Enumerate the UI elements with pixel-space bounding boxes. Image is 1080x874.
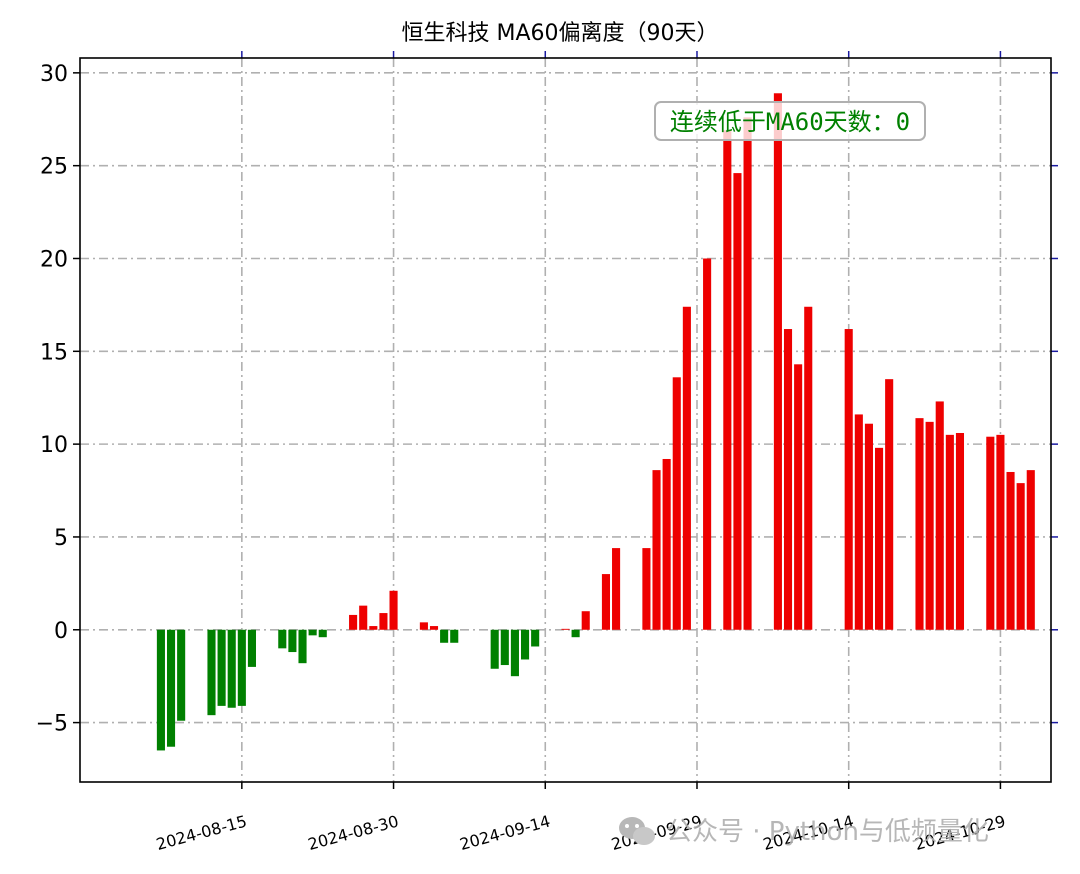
bar-2024-09-24 (642, 548, 651, 630)
bar-2024-08-09 (177, 629, 186, 721)
bar-2024-10-28 (986, 436, 995, 630)
bar-2024-09-05 (450, 629, 459, 643)
annotation-group: 连续低于MA60天数：0 (654, 101, 926, 141)
streak-annotation: 连续低于MA60天数：0 (670, 108, 910, 136)
bar-2024-09-10 (500, 629, 509, 666)
bar-2024-08-21 (298, 629, 307, 664)
bar-2024-09-26 (662, 458, 671, 630)
bar-2024-09-09 (490, 629, 499, 669)
bar-2024-09-16 (561, 628, 570, 630)
bar-2024-09-20 (601, 574, 611, 630)
bar-2024-10-07 (773, 93, 782, 630)
bar-2024-10-22 (925, 421, 934, 630)
bar-2024-10-17 (875, 447, 884, 630)
bar-2024-08-26 (349, 614, 358, 630)
bar-2024-08-27 (359, 605, 368, 630)
y-tick-label: 0 (54, 619, 68, 644)
bar-2024-10-31 (1016, 483, 1025, 630)
bar-2024-08-15 (237, 629, 246, 706)
bar-2024-08-14 (227, 629, 236, 708)
bar-2024-10-21 (915, 418, 924, 630)
y-tick-label: 25 (40, 155, 68, 180)
bar-2024-10-08 (783, 329, 793, 630)
bar-2024-09-13 (531, 629, 540, 647)
watermark: 公众号 · Python与低频量化 (619, 817, 989, 847)
bar-2024-10-23 (935, 401, 944, 630)
bar-2024-10-02 (723, 130, 732, 630)
bar-2024-08-23 (318, 629, 327, 638)
bar-2024-11-01 (1026, 470, 1035, 630)
bar-2024-09-17 (571, 629, 580, 638)
watermark-text: 公众号 · Python与低频量化 (666, 817, 989, 847)
bar-2024-08-29 (379, 613, 388, 630)
y-tick-label: −5 (36, 712, 68, 737)
bar-2024-09-02 (419, 622, 428, 630)
bar-series (156, 93, 1035, 751)
bar-2024-10-10 (804, 306, 813, 630)
bar-2024-10-03 (733, 173, 742, 630)
bar-2024-10-16 (864, 423, 873, 630)
bar-2024-10-30 (1006, 471, 1015, 630)
chart-title: 恒生科技 MA60偏离度（90天） (401, 21, 718, 46)
bar-2024-09-11 (510, 629, 519, 677)
grid-lines (80, 58, 1051, 782)
bar-2024-09-18 (581, 611, 590, 630)
bar-2024-09-28 (682, 306, 691, 630)
bar-2024-08-12 (207, 629, 216, 716)
bar-2024-10-14 (844, 329, 853, 630)
bar-2024-08-19 (278, 629, 287, 649)
bar-2024-10-04 (743, 117, 752, 630)
bar-2024-08-22 (308, 629, 317, 636)
bar-2024-09-27 (672, 377, 681, 630)
y-tick-label: 15 (40, 340, 68, 365)
bar-2024-08-28 (369, 626, 378, 630)
y-tick-label: 5 (54, 526, 68, 551)
bar-2024-09-25 (652, 470, 661, 630)
y-tick-label: 20 (40, 247, 68, 272)
bar-2024-09-30 (703, 258, 712, 630)
bar-2024-10-09 (794, 364, 803, 630)
bar-2024-10-15 (854, 414, 863, 630)
bar-2024-08-13 (217, 629, 226, 706)
bar-2024-08-08 (166, 629, 176, 747)
bar-2024-09-12 (520, 629, 530, 660)
annotation-box (654, 101, 926, 141)
y-tick-label: 10 (40, 433, 68, 458)
y-tick-label: 30 (40, 62, 68, 87)
wechat-icon (619, 817, 655, 845)
bar-2024-08-30 (389, 590, 398, 630)
plot-frame (79, 57, 1052, 783)
bar-2024-10-24 (945, 434, 954, 630)
bar-2024-08-07 (156, 629, 165, 751)
bar-2024-08-16 (247, 629, 256, 667)
bar-2024-09-04 (440, 629, 449, 643)
bar-2024-10-25 (955, 432, 965, 630)
bar-2024-09-21 (612, 548, 621, 630)
bar-2024-10-18 (885, 379, 894, 630)
bar-2024-10-29 (996, 434, 1005, 630)
bar-2024-09-03 (429, 626, 439, 630)
bar-2024-08-20 (288, 629, 297, 653)
